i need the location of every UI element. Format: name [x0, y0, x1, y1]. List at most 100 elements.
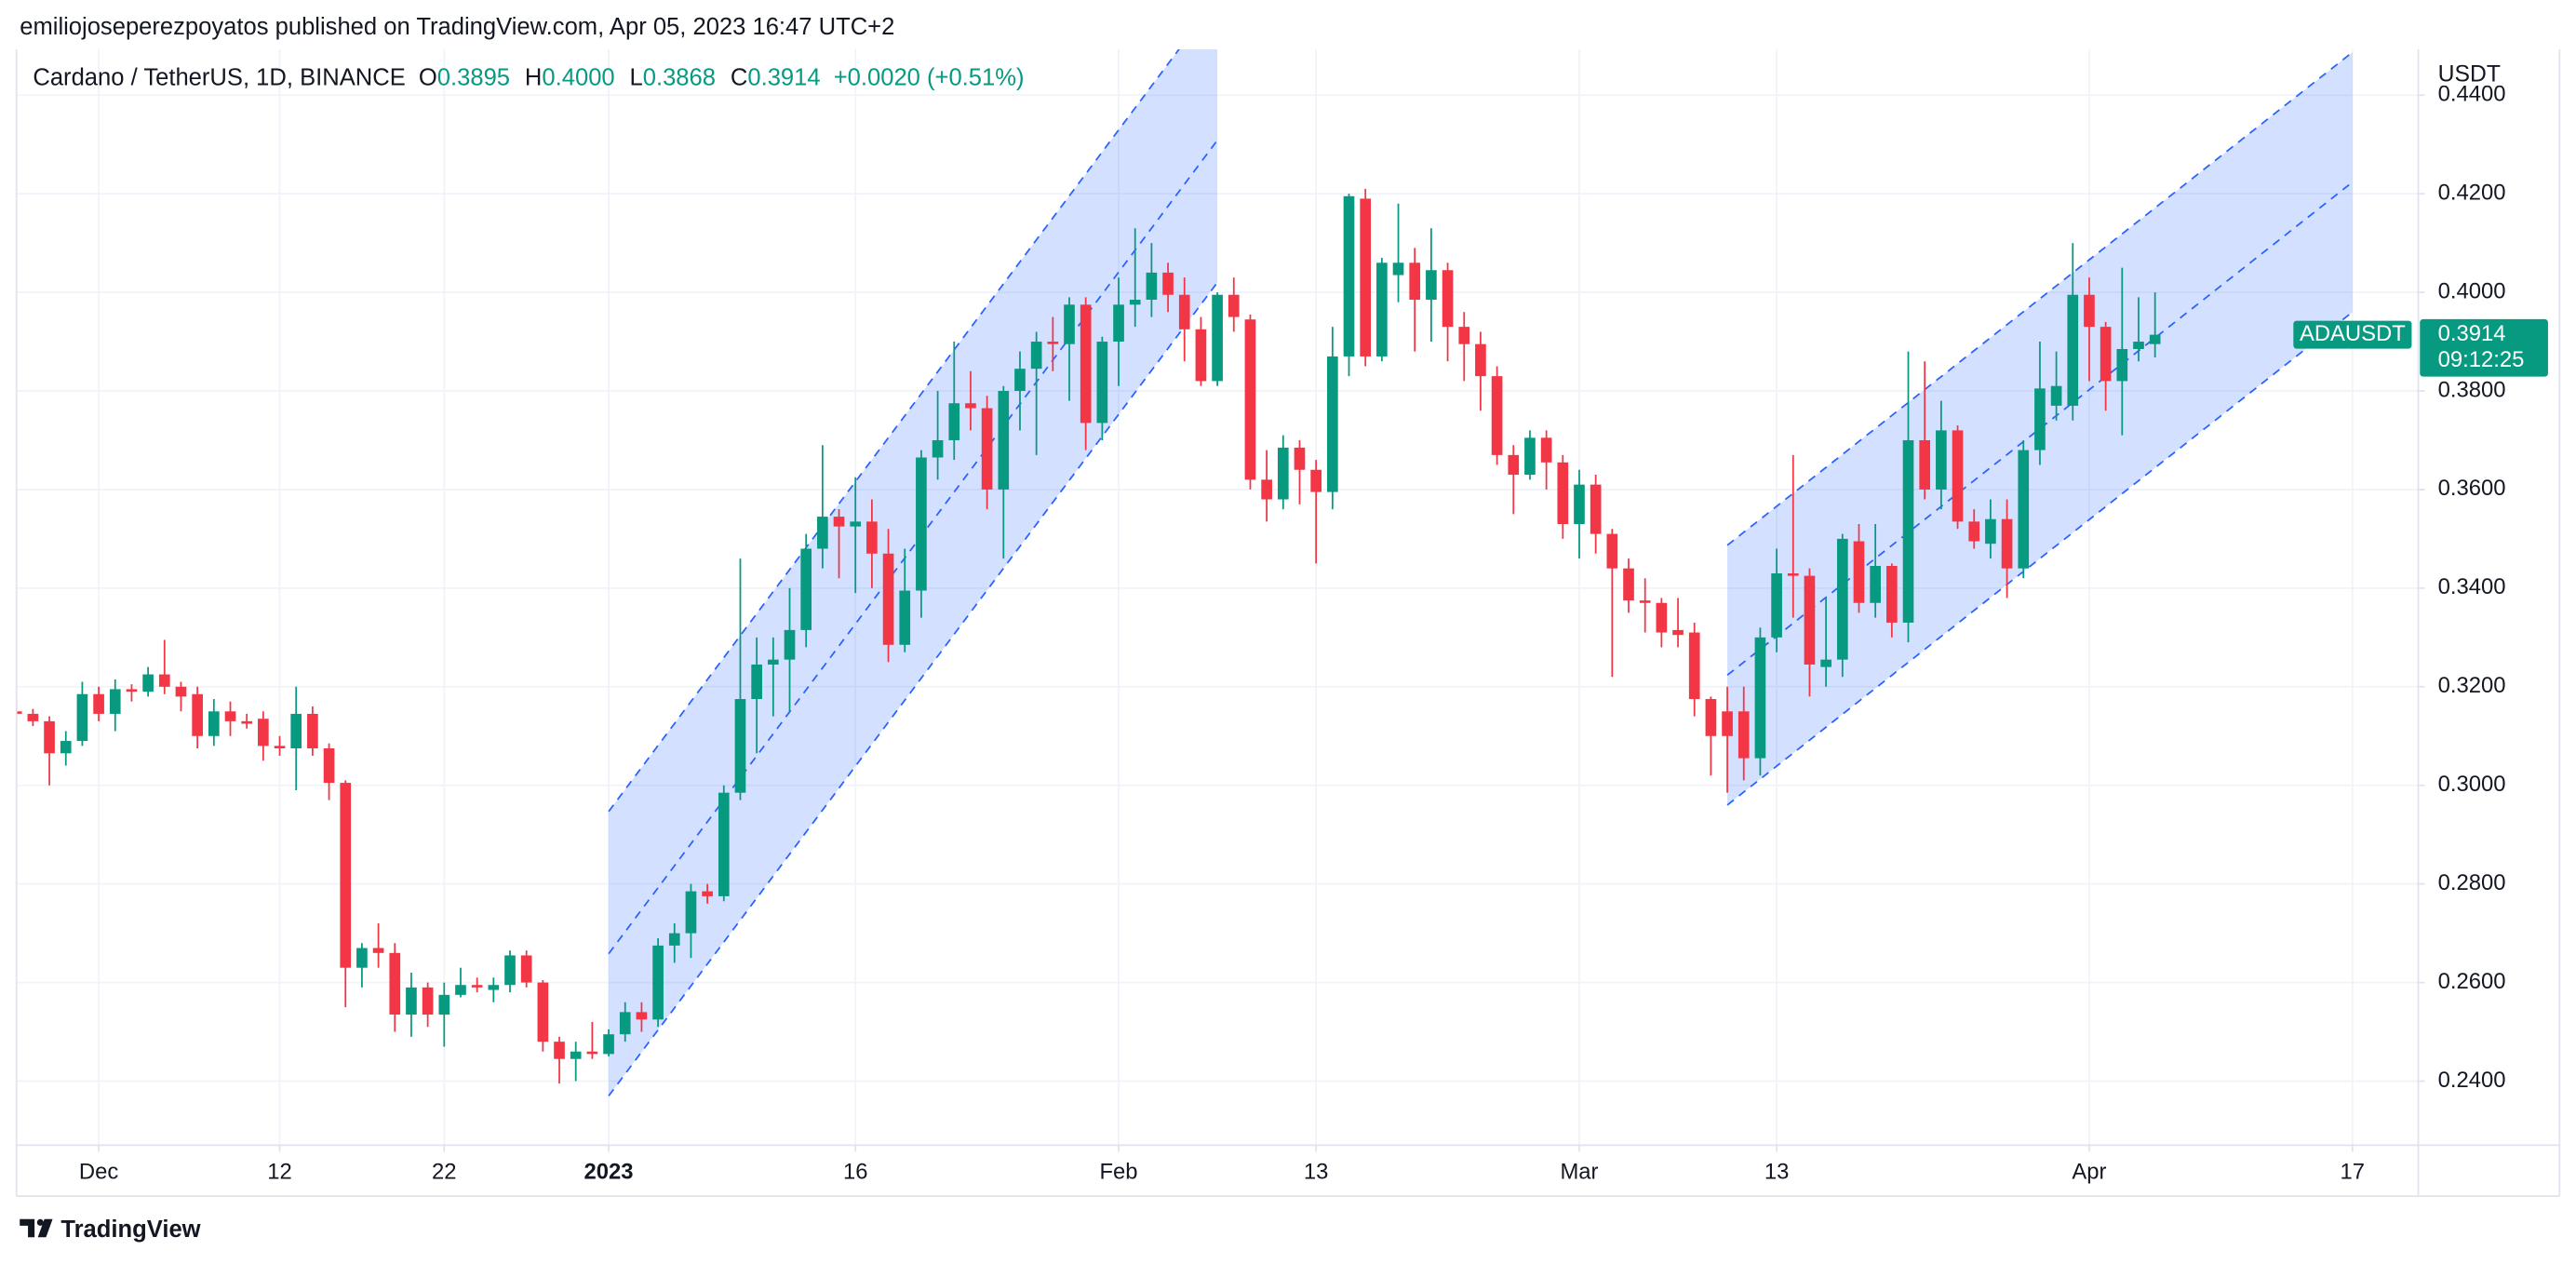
candle-body — [767, 659, 779, 665]
candle-body — [1212, 294, 1223, 382]
channel-lower — [608, 281, 1218, 1096]
candle-body — [1458, 327, 1470, 344]
candle-body — [290, 713, 302, 749]
candle-body — [1491, 376, 1503, 455]
time-axis: Dec 12 22 2023 16 Feb 13 Mar 13 Apr 17 — [79, 1145, 2366, 1185]
candle-body — [932, 439, 944, 458]
legend-key: H — [525, 64, 542, 90]
candle-body — [1508, 454, 1520, 476]
candle-body — [1557, 462, 1569, 525]
legend-title: Cardano / TetherUS, 1D, BINANCE — [33, 64, 405, 90]
candle-body — [1326, 356, 1338, 492]
candle-body — [1737, 711, 1750, 759]
candle-body — [1047, 342, 1059, 344]
candle-body — [2100, 327, 2112, 382]
candle-body — [406, 987, 417, 1015]
candle-body — [882, 553, 894, 645]
candle-body — [16, 711, 22, 714]
candle-body — [2034, 388, 2046, 450]
candle-body — [636, 1012, 648, 1020]
candle-body — [734, 699, 746, 793]
candle-body — [1064, 304, 1075, 344]
legend-value: 0.3895 — [437, 64, 510, 90]
candle-body — [718, 792, 730, 896]
candle-body — [1392, 262, 1404, 276]
legend-key: L — [630, 64, 643, 90]
y-tick-label: 0.2400 — [2438, 1068, 2506, 1093]
candle-body — [554, 1042, 565, 1059]
candle-body — [1294, 447, 1306, 470]
candle-body — [1244, 319, 1256, 480]
candle-body — [323, 748, 335, 784]
candle-body — [948, 403, 960, 440]
candle-body — [109, 689, 121, 714]
candle-body — [372, 948, 384, 953]
candle-body — [1771, 572, 1782, 638]
candle-body — [27, 713, 39, 721]
candle-body — [1870, 566, 1881, 603]
candle-body — [471, 985, 483, 988]
channel-middle — [608, 140, 1218, 955]
candle-body — [60, 741, 72, 754]
x-tick-label: 17 — [2341, 1160, 2366, 1185]
price-tag-label: 0.3914 — [2438, 321, 2506, 346]
grid — [16, 48, 2419, 1146]
candle-body — [981, 408, 993, 490]
candle-body — [1195, 329, 1207, 382]
y-tick-label: 0.2800 — [2438, 870, 2506, 895]
footer-brand: TradingView — [60, 1217, 200, 1243]
candle-body — [356, 948, 368, 968]
candle-body — [1853, 541, 1865, 603]
candle-body — [1639, 600, 1651, 603]
candle-body — [1985, 518, 1996, 545]
candle-body — [520, 955, 532, 983]
x-tick-label: Feb — [1100, 1160, 1138, 1185]
price-tag-countdown: 09:12:25 — [2438, 347, 2525, 372]
candle-body — [1754, 637, 1766, 759]
candle-body — [1442, 270, 1454, 328]
x-tick-label: Apr — [2072, 1160, 2106, 1185]
candle-body — [784, 629, 796, 660]
candle-body — [488, 985, 500, 990]
candle-body — [1146, 272, 1158, 301]
legend-key: O — [419, 64, 437, 90]
candle-body — [389, 952, 401, 1015]
candle-body — [1836, 538, 1848, 660]
candle-body — [1820, 659, 1831, 667]
candle-body — [192, 693, 203, 736]
candle-body — [158, 674, 170, 687]
candle-body — [1409, 262, 1421, 301]
x-tick-label: 12 — [267, 1160, 292, 1185]
logo-icon — [20, 1218, 53, 1238]
candle-body — [1343, 195, 1355, 356]
candle-body — [307, 713, 318, 749]
candle-body — [1656, 602, 1668, 633]
candle-body — [570, 1051, 582, 1059]
candle-body — [422, 987, 434, 1015]
candle-body — [1360, 198, 1372, 356]
legend-value: 0.3868 — [643, 64, 716, 90]
candle-body — [1162, 272, 1174, 295]
candle-body — [93, 693, 104, 714]
candle-body — [2050, 385, 2062, 406]
candle-body — [1623, 568, 1634, 601]
candle-body — [751, 664, 762, 700]
legend-value: 0.4000 — [542, 64, 614, 90]
candle-body — [586, 1051, 598, 1055]
candle-body — [619, 1012, 631, 1035]
candle-body — [1030, 342, 1042, 370]
candle-body — [668, 933, 680, 946]
candle-body — [1968, 521, 1980, 542]
x-tick-label: Mar — [1560, 1160, 1598, 1185]
candle-body — [2001, 518, 2013, 569]
candle-body — [2149, 334, 2161, 344]
candle-body — [2133, 342, 2144, 349]
candle-body — [2067, 294, 2079, 406]
candle-body — [1787, 572, 1799, 576]
x-tick-label: 22 — [432, 1160, 457, 1185]
tradingview-logo — [20, 1218, 53, 1238]
price-tag — [2420, 318, 2548, 377]
candle-body — [1014, 369, 1026, 392]
candle-body — [340, 783, 352, 968]
